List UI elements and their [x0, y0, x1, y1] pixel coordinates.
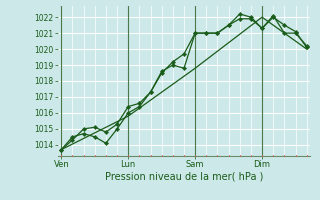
X-axis label: Pression niveau de la mer( hPa ): Pression niveau de la mer( hPa )	[105, 172, 263, 182]
